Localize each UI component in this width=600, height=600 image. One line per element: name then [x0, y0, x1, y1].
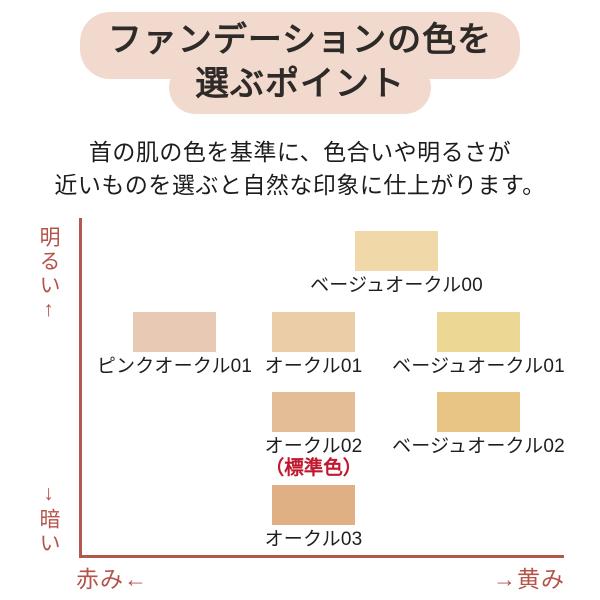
page-title-line2: 選ぶポイント [169, 61, 431, 114]
subtitle: 首の肌の色を基準に、色合いや明るさが 近いものを選ぶと自然な印象に仕上がります。 [0, 136, 600, 202]
swatch-item-pink-ocre-01: ピンクオークル01 [80, 312, 270, 377]
y-axis-label-dark: ↓暗い [37, 482, 60, 556]
swatch-item-ocre-01: オークル01 [219, 312, 409, 377]
color-swatch-beige-ocre-02 [437, 392, 520, 432]
subtitle-line2: 近いものを選ぶと自然な印象に仕上がります。 [54, 172, 546, 198]
swatch-item-ocre-03: オークル03 [219, 485, 409, 550]
swatch-label-ocre-02: オークル02 [264, 436, 363, 457]
swatch-item-beige-ocre-01: ベージュオークル01 [384, 312, 574, 377]
color-swatch-ocre-01 [272, 312, 355, 352]
x-axis-label-yellowness: →黄み [493, 566, 565, 592]
color-swatch-ocre-03 [272, 485, 355, 525]
swatch-label-ocre-01: オークル01 [264, 356, 363, 377]
swatch-sublabel-standard-color: （標準色） [264, 457, 363, 480]
x-axis-label-redness: 赤み← [76, 566, 148, 592]
y-axis-line [79, 218, 82, 558]
color-swatch-beige-ocre-01 [437, 312, 520, 352]
swatch-label-beige-ocre-01: ベージュオークル01 [392, 356, 565, 377]
title-banner: ファンデーションの色を 選ぶポイント [0, 12, 600, 114]
swatch-item-beige-ocre-00: ベージュオークル00 [302, 231, 492, 296]
swatch-label-ocre-03: オークル03 [264, 529, 363, 550]
swatch-label-pink-ocre-01: ピンクオークル01 [96, 356, 253, 377]
swatch-item-ocre-02: オークル02 （標準色） [219, 392, 409, 480]
subtitle-line1: 首の肌の色を基準に、色合いや明るさが [88, 139, 512, 165]
color-swatch-pink-ocre-01 [133, 312, 216, 352]
color-swatch-ocre-02 [272, 392, 355, 432]
title-row-2: 選ぶポイント [0, 61, 600, 114]
x-axis-line [79, 555, 564, 558]
y-axis-label-bright: 明るい↑ [37, 226, 60, 324]
swatch-label-beige-ocre-02: ベージュオークル02 [392, 436, 565, 457]
swatch-label-beige-ocre-00: ベージュオークル00 [310, 275, 483, 296]
color-swatch-beige-ocre-00 [355, 231, 438, 271]
swatch-item-beige-ocre-02: ベージュオークル02 [384, 392, 574, 457]
